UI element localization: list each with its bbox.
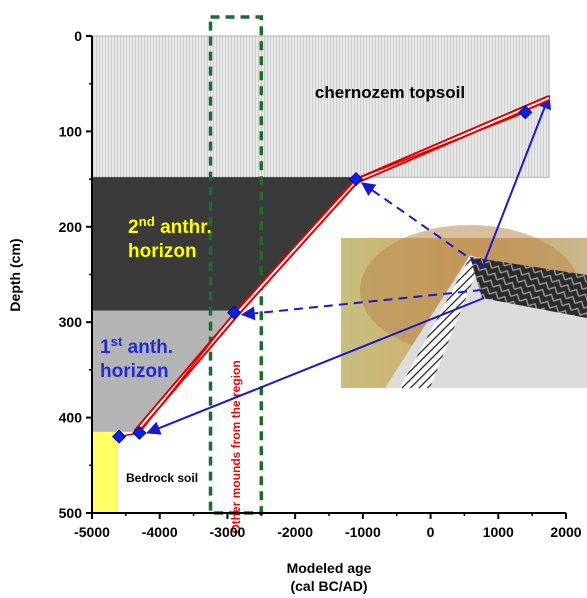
arrow-to-1st-horizon <box>240 289 483 321</box>
label-chernozem-topsoil: chernozem topsoil <box>315 83 465 102</box>
y-tick-label: 200 <box>59 219 83 235</box>
arrow-to-2nd-horizon <box>360 182 479 265</box>
layer-2nd-anthr-horizon <box>92 177 360 311</box>
inset-outer-hatch-band <box>400 257 482 388</box>
y-tick-label: 100 <box>59 123 83 139</box>
x-tick-label: -5000 <box>74 524 110 540</box>
inset-inner-hatch-band <box>470 257 587 318</box>
data-point <box>227 305 242 320</box>
mound-cross-section-inset <box>341 225 587 388</box>
layer-topsoil <box>91 35 550 178</box>
layer-1st-anth-horizon <box>92 310 238 432</box>
label-bedrock-soil: Bedrock soil <box>126 471 198 485</box>
y-tick-label: 300 <box>59 314 83 330</box>
label-1st-anth-horizon-line2: horizon <box>100 361 169 382</box>
other-mounds-label: Other mounds from the region <box>229 360 243 533</box>
label-2nd-anthr-horizon-line1: 2nd anthr. <box>128 214 212 238</box>
x-tick-label: 2000 <box>550 524 581 540</box>
layer-labels: chernozem topsoil 2nd anthr. horizon 1st an… <box>100 83 465 485</box>
connector-arrows <box>146 94 552 435</box>
data-point <box>349 172 364 187</box>
y-tick-label: 0 <box>74 28 82 44</box>
y-tick-label: 400 <box>59 410 83 426</box>
y-tick-label: 500 <box>59 505 83 521</box>
x-tick-label: -1000 <box>345 524 381 540</box>
x-tick-label: 0 <box>427 524 435 540</box>
x-axis-unit: (cal BC/AD) <box>290 578 367 594</box>
y-axis-title: Depth (cm) <box>7 238 23 311</box>
data-point <box>518 105 533 120</box>
x-tick-label: -3000 <box>210 524 246 540</box>
arrow-to-bedrock <box>146 297 485 435</box>
x-tick-label: 1000 <box>483 524 514 540</box>
x-tick-label: -4000 <box>142 524 178 540</box>
data-point <box>132 425 147 440</box>
x-axis-title: Modeled age <box>287 560 372 576</box>
age-depth-series <box>112 95 551 444</box>
x-tick-label: -2000 <box>277 524 313 540</box>
data-point <box>112 429 127 444</box>
label-2nd-anthr-horizon-line2: horizon <box>128 241 197 262</box>
soil-layers <box>91 35 550 513</box>
arrow-to-topsoil <box>481 94 552 269</box>
layer-bedrock <box>92 431 118 513</box>
axes: 0 100 200 300 400 500 -5000 -4000 -3000 -2000 -100… <box>7 28 582 594</box>
label-1st-anth-horizon-line1: 1st anth. <box>100 334 173 358</box>
